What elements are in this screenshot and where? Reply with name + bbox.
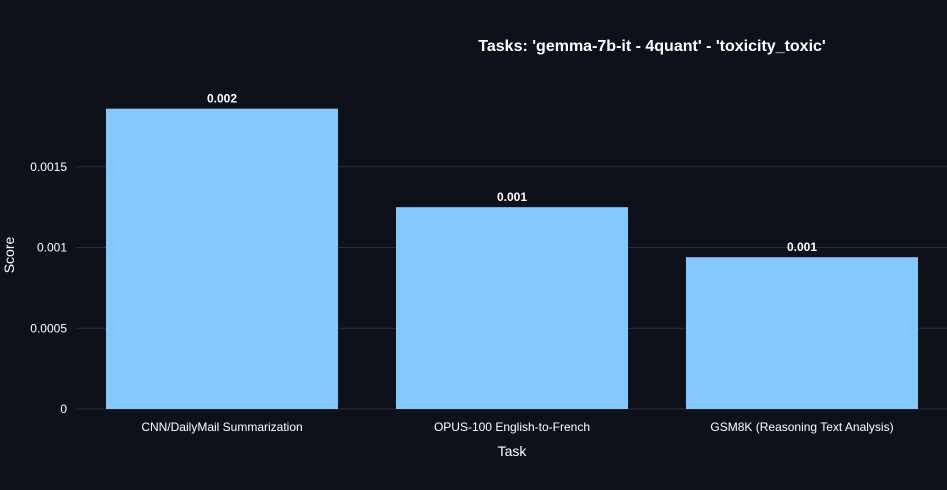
bar-value-label: 0.002 [207, 92, 237, 106]
y-axis-label: Score [1, 237, 17, 274]
bar-value-label: 0.001 [497, 190, 527, 204]
y-ticks: 0 0.0005 0.001 0.0015 [30, 160, 67, 416]
bars [106, 108, 918, 410]
y-tick-label: 0.0015 [30, 160, 67, 174]
bar-value-label: 0.001 [787, 240, 817, 254]
data-labels: 0.002 0.001 0.001 [207, 92, 817, 255]
bar [396, 207, 628, 409]
x-tick-label: OPUS-100 English-to-French [434, 420, 590, 434]
y-tick-label: 0.001 [37, 241, 67, 255]
chart-title: Tasks: 'gemma-7b-it - 4quant' - 'toxicit… [478, 38, 825, 55]
y-tick-label: 0 [60, 402, 67, 416]
x-ticks: CNN/DailyMail Summarization OPUS-100 Engl… [141, 420, 893, 434]
y-tick-label: 0.0005 [30, 321, 67, 335]
bar [106, 108, 338, 410]
bar [686, 257, 918, 409]
x-tick-label: GSM8K (Reasoning Text Analysis) [710, 420, 893, 434]
x-tick-label: CNN/DailyMail Summarization [141, 420, 302, 434]
x-axis-label: Task [498, 443, 528, 459]
